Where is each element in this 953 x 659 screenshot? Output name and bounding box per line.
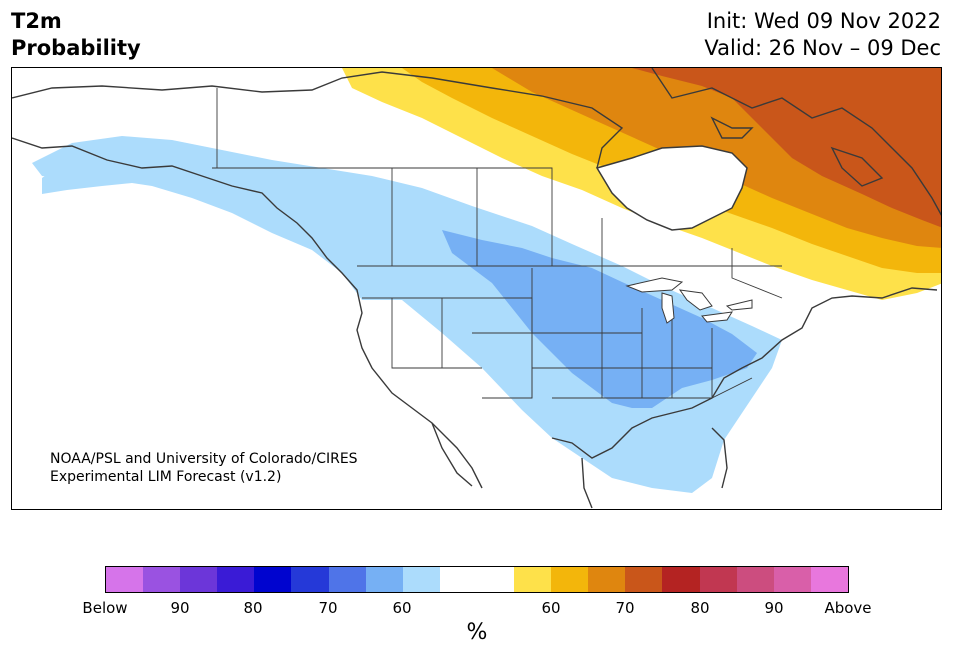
colorbar-segment [625, 567, 663, 592]
colorbar-segment [810, 567, 848, 592]
title-line-2: Probability [11, 36, 141, 60]
colorbar-segment [439, 567, 477, 592]
political-boundaries [212, 88, 783, 399]
colorbar-segment [291, 567, 329, 592]
colorbar-segment [365, 567, 403, 592]
colorbar-tick-label: Above [824, 599, 872, 617]
colorbar-segment [180, 567, 218, 592]
colorbar-segment [402, 567, 440, 592]
probability-colorbar [105, 566, 849, 593]
colorbar-unit: % [466, 620, 488, 645]
great-lakes [625, 277, 753, 324]
north-america-map: NOAA/PSL and University of Colorado/CIRE… [12, 68, 941, 509]
valid-range: Valid: 26 Nov – 09 Dec [704, 36, 941, 60]
colorbar-segment [699, 567, 737, 592]
colorbar-tick-label: Below [82, 599, 128, 617]
shade-above-90 [632, 68, 941, 228]
title-line-1: T2m [11, 9, 62, 33]
forecast-dates: Init: Wed 09 Nov 2022 Valid: 26 Nov – 09… [704, 8, 941, 62]
colorbar-segment [514, 567, 552, 592]
map-panel: NOAA/PSL and University of Colorado/CIRE… [11, 67, 942, 510]
colorbar-segment [328, 567, 366, 592]
shade-below-60 [32, 136, 782, 493]
colorbar-tick-label: 60 [392, 599, 412, 617]
colorbar-tick-label: 70 [318, 599, 338, 617]
colorbar-segment [551, 567, 589, 592]
colorbar-segment [773, 567, 811, 592]
colorbar-segment [476, 567, 515, 592]
colorbar-tick-label: 70 [615, 599, 635, 617]
credit-line-1: NOAA/PSL and University of Colorado/CIRE… [50, 451, 358, 467]
shade-alaska [42, 140, 212, 194]
colorbar-segment [254, 567, 292, 592]
colorbar-segment [217, 567, 255, 592]
hudson-bay [595, 145, 748, 231]
colorbar-tick-label: 60 [541, 599, 561, 617]
colorbar-segment [662, 567, 700, 592]
shade-below-70 [442, 230, 757, 408]
colorbar-segment [106, 567, 144, 592]
colorbar-tick-label: 90 [764, 599, 784, 617]
colorbar-tick-label: 80 [243, 599, 263, 617]
colorbar-segment [588, 567, 626, 592]
colorbar-tick-label: 90 [170, 599, 190, 617]
credit-line-2: Experimental LIM Forecast (v1.2) [50, 469, 281, 485]
colorbar-tick-label: 80 [690, 599, 710, 617]
coastlines [12, 68, 941, 509]
map-title: T2m Probability [11, 8, 141, 62]
init-date: Init: Wed 09 Nov 2022 [706, 9, 941, 33]
colorbar-segment [143, 567, 181, 592]
colorbar-segment [736, 567, 774, 592]
